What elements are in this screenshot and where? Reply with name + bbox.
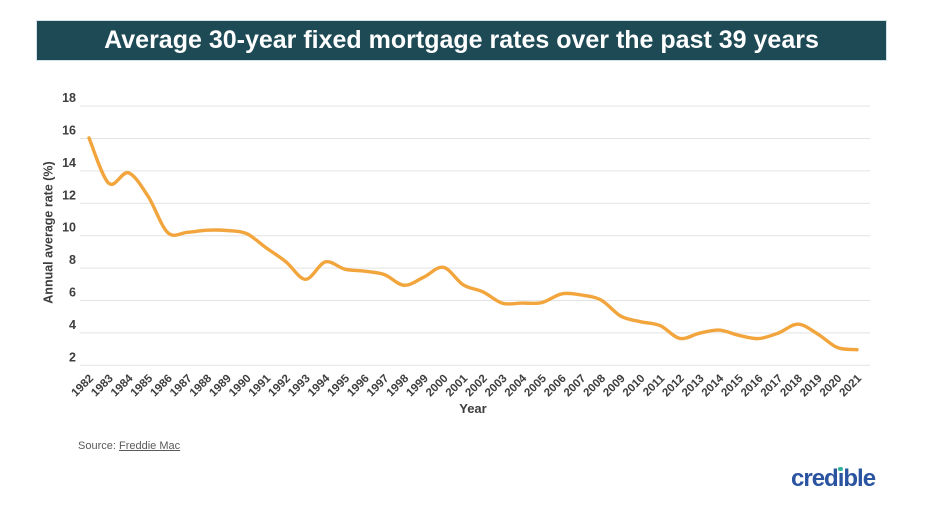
- x-tick-label: 2007: [562, 373, 589, 400]
- x-tick-label: 1986: [148, 373, 175, 400]
- chart-title: Average 30-year fixed mortgage rates ove…: [104, 26, 819, 54]
- source-label: Source:: [78, 440, 116, 452]
- x-tick-label: 2009: [601, 373, 628, 400]
- rate-line: [87, 136, 859, 352]
- x-tick-label: 1989: [207, 373, 234, 400]
- y-tick-label: 18: [62, 91, 76, 105]
- x-tick-label: 1982: [70, 373, 97, 400]
- x-tick-label: 1997: [365, 373, 392, 400]
- x-tick-label: 1990: [227, 373, 254, 400]
- y-tick-label: 8: [69, 253, 76, 267]
- y-tick-label: 12: [62, 188, 76, 202]
- x-tick-label: 2021: [838, 372, 865, 399]
- x-tick-label: 2012: [660, 373, 687, 400]
- y-tick-label: 10: [62, 221, 76, 235]
- x-axis-title: Year: [459, 401, 487, 416]
- y-tick-label: 4: [69, 318, 76, 332]
- source-link[interactable]: Freddie Mac: [118, 440, 181, 452]
- y-tick-label: 6: [69, 286, 76, 300]
- x-tick-label: 2006: [542, 373, 569, 400]
- y-tick-label: 14: [62, 156, 76, 170]
- x-tick-label: 1996: [345, 373, 372, 400]
- logo-i-dot: [838, 466, 843, 472]
- y-tick-label: 2: [69, 350, 76, 364]
- x-tick-label: 2016: [739, 373, 766, 400]
- x-tick-label: 1993: [286, 373, 313, 400]
- title-banner: Average 30-year fixed mortgage rates ove…: [37, 21, 886, 60]
- source-note: Source: Freddie Mac: [78, 440, 180, 452]
- logo-letter-i: ı: [837, 465, 845, 492]
- x-tick-label: 2000: [424, 373, 451, 400]
- x-tick-label: 1987: [168, 373, 195, 400]
- x-tick-label: 2002: [463, 373, 490, 400]
- x-tick-label: 2010: [621, 373, 648, 400]
- y-axis-title: Annual average rate (%): [41, 161, 56, 304]
- x-tick-label: 2003: [483, 373, 510, 400]
- x-tick-label: 1983: [89, 373, 116, 400]
- x-tick-label: 2013: [680, 373, 707, 400]
- x-tick-label: 1999: [404, 373, 431, 400]
- x-tick-label: 1992: [266, 373, 293, 400]
- x-tick-label: 2020: [818, 373, 845, 400]
- credible-logo[interactable]: credı ble: [791, 465, 876, 492]
- x-tick-label: 2019: [798, 373, 825, 400]
- x-tick-label: 2017: [759, 373, 786, 400]
- y-tick-label: 16: [62, 124, 76, 138]
